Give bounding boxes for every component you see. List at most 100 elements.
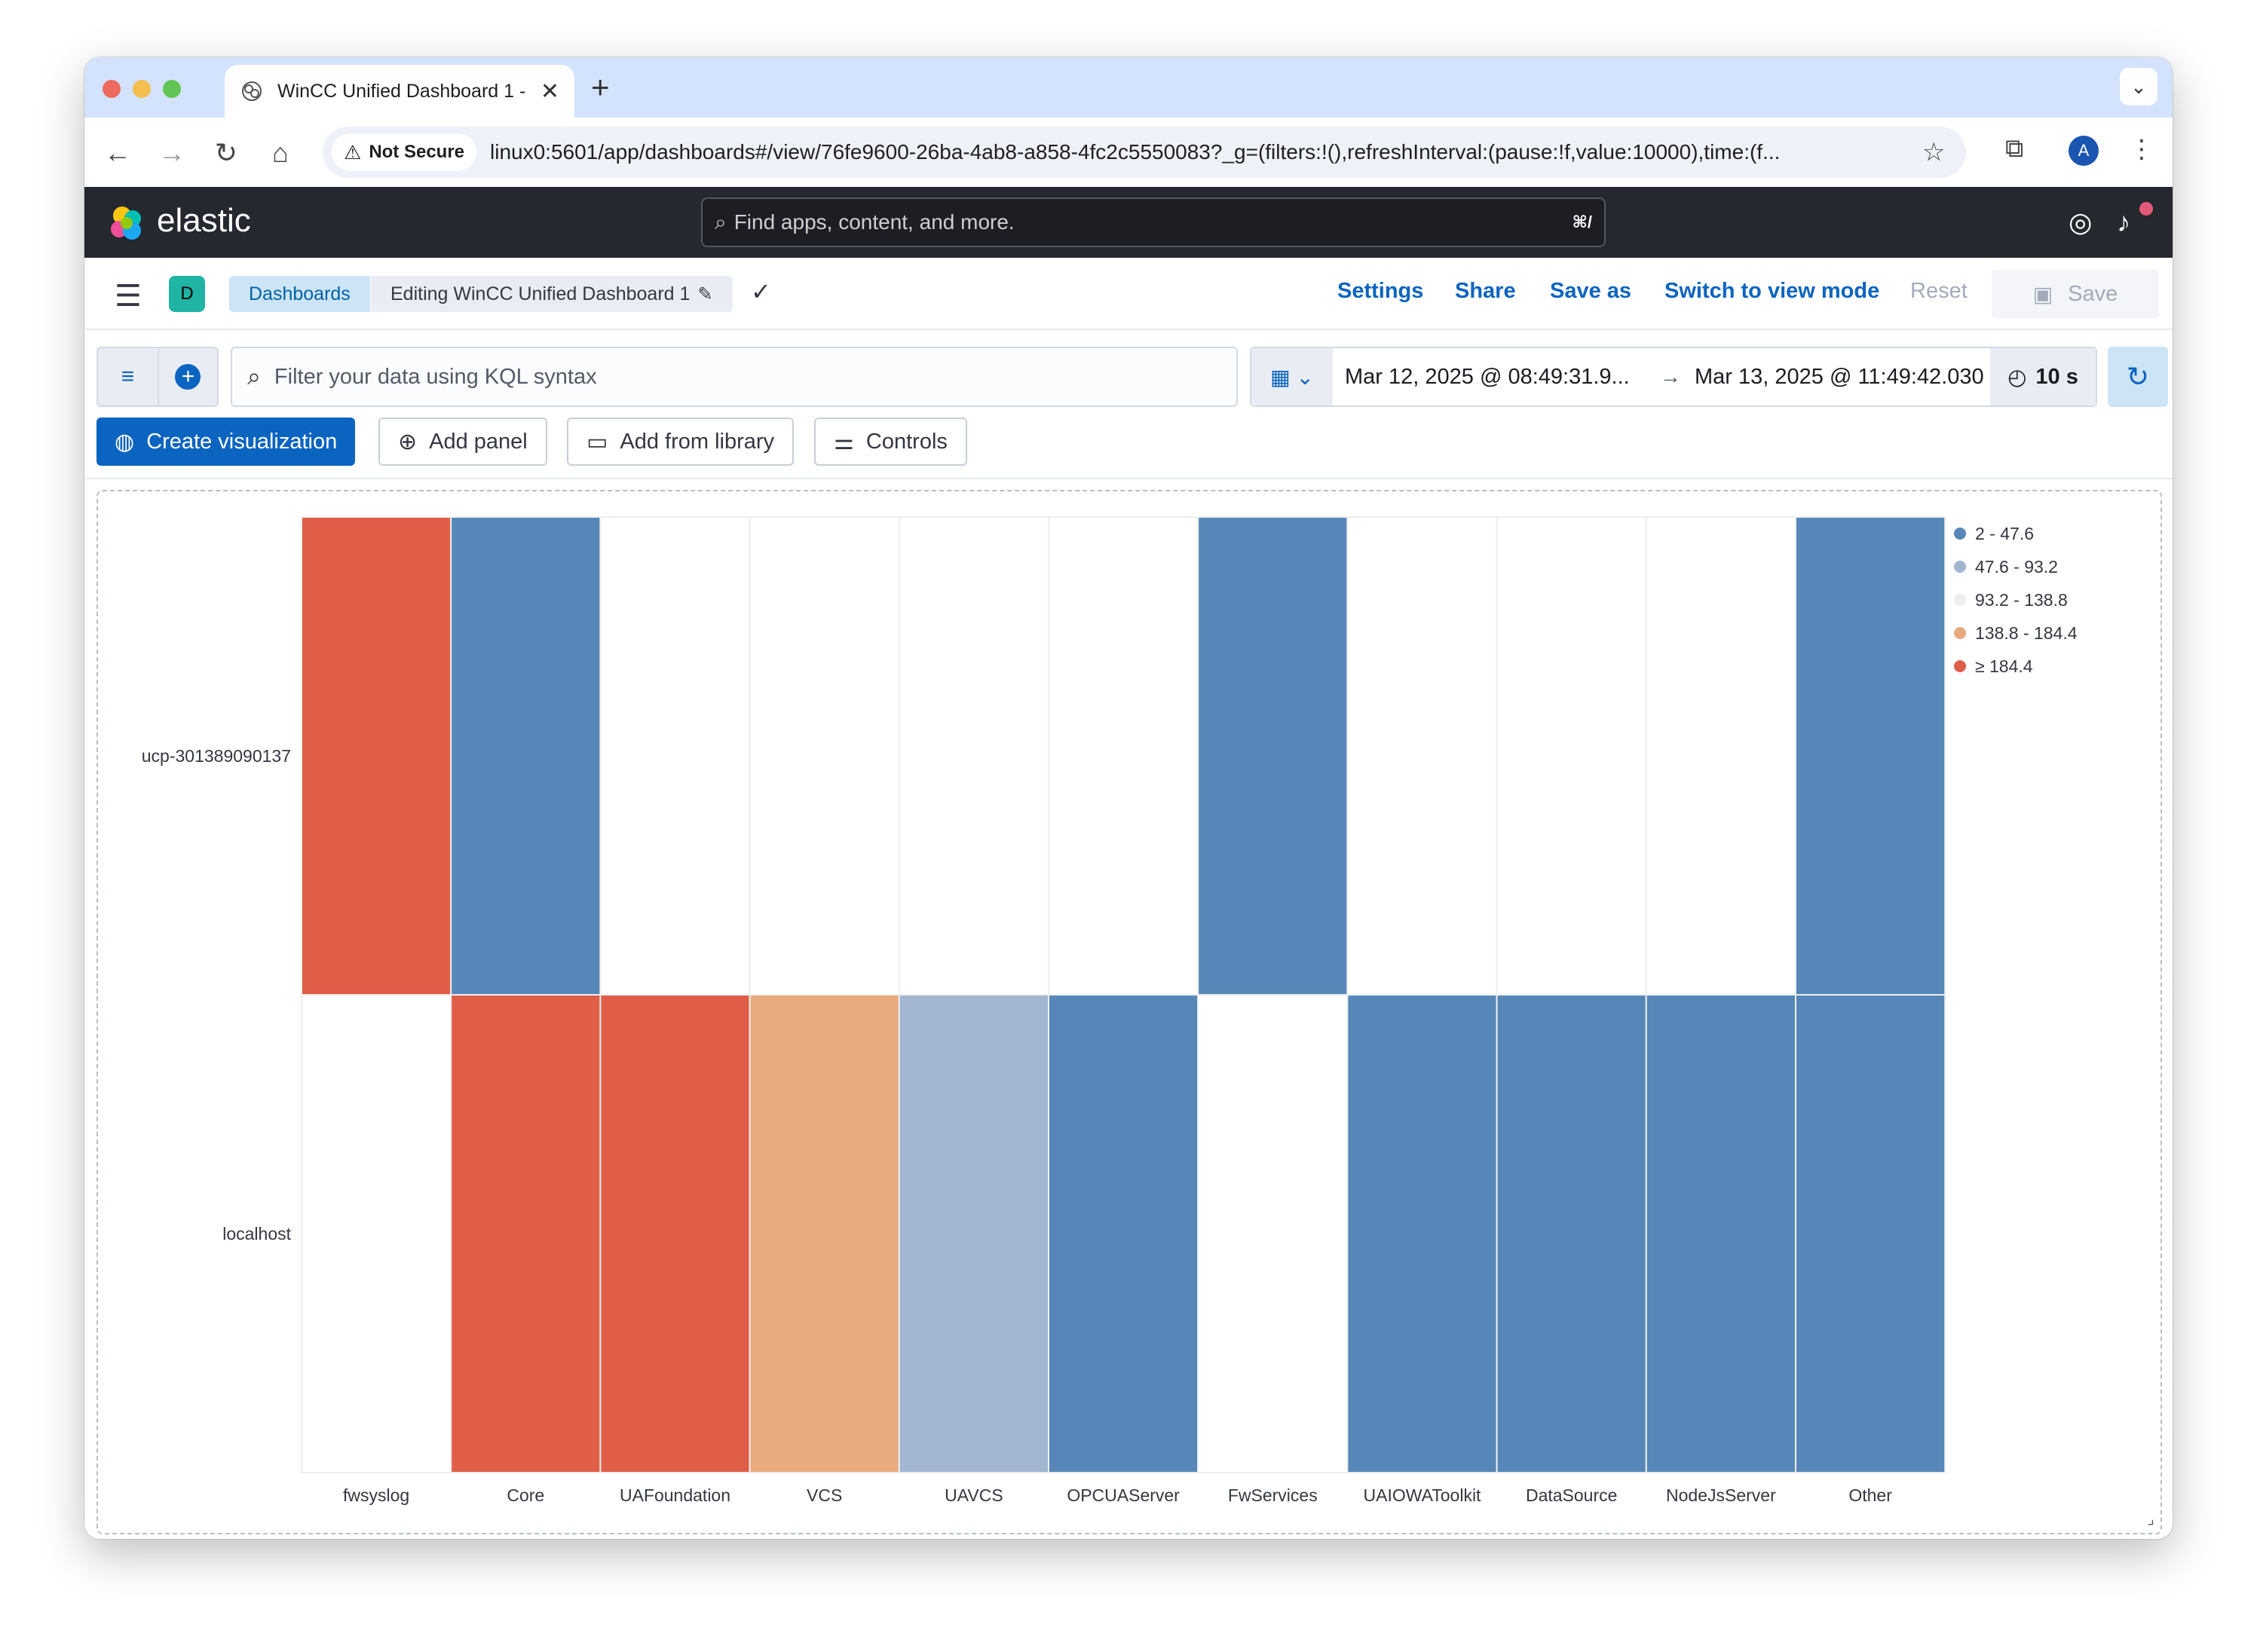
reload-icon[interactable]: ↻: [214, 137, 238, 168]
home-icon[interactable]: ⌂: [272, 137, 289, 168]
address-bar[interactable]: ⚠ Not Secure linux0:5601/app/dashboards#…: [323, 127, 1966, 178]
legend-entry[interactable]: ≥ 184.4: [1975, 656, 2033, 676]
elastic-logo-icon[interactable]: [107, 203, 146, 243]
kql-search-box[interactable]: ⌕: [231, 347, 1238, 407]
global-search[interactable]: ⌕ ⌘/: [701, 197, 1606, 247]
arrow-right-icon: →: [1660, 365, 1681, 388]
refresh-button[interactable]: ↻: [2108, 347, 2168, 407]
search-shortcut: ⌘/: [1572, 213, 1592, 231]
extensions-icon[interactable]: ⧉: [2005, 134, 2024, 163]
heatmap-cell[interactable]: [1197, 516, 1349, 996]
breadcrumb-current[interactable]: Editing WinCC Unified Dashboard 1 ✎: [371, 276, 733, 312]
heatmap-cell[interactable]: [1346, 516, 1498, 996]
heatmap-cell[interactable]: [1197, 994, 1349, 1473]
x-tick-label: OPCUAServer: [1067, 1485, 1180, 1505]
elastic-brand: elastic: [157, 202, 251, 239]
save-button[interactable]: ▣ Save: [1992, 270, 2159, 318]
pencil-icon[interactable]: ✎: [697, 283, 713, 304]
breadcrumb-dashboards[interactable]: Dashboards: [229, 276, 370, 312]
heatmap-cell[interactable]: [1048, 994, 1199, 1473]
heatmap-panel[interactable]: ucp-301389090137 localhost fwsyslog Core UAF…: [96, 490, 2162, 1534]
switch-to-view-mode-link[interactable]: Switch to view mode: [1664, 279, 1880, 303]
not-secure-chip[interactable]: ⚠ Not Secure: [332, 133, 477, 171]
plus-circle-icon: ⊕: [398, 429, 418, 454]
url-text[interactable]: linux0:5601/app/dashboards#/view/76fe960…: [490, 140, 1781, 164]
legend-swatch[interactable]: [1954, 594, 1966, 606]
minimize-window-button[interactable]: [133, 80, 151, 98]
controls-button[interactable]: ⚌ Controls: [814, 418, 967, 466]
space-avatar[interactable]: D: [169, 276, 205, 312]
legend-swatch[interactable]: [1954, 561, 1966, 573]
folder-icon: ▭: [586, 429, 608, 454]
menu-hamburger-icon[interactable]: ☰: [115, 280, 142, 313]
maximize-window-button[interactable]: [163, 80, 181, 98]
elastic-favicon-icon: [242, 81, 262, 101]
create-visualization-button[interactable]: ◍ Create visualization: [96, 418, 356, 466]
notification-badge: [2139, 202, 2153, 216]
legend-swatch[interactable]: [1954, 660, 1966, 672]
add-panel-label: Add panel: [429, 429, 528, 454]
heatmap-cell[interactable]: [898, 516, 1050, 996]
heatmap-cell[interactable]: [1645, 516, 1797, 996]
new-tab-button[interactable]: +: [591, 69, 610, 105]
heatmap-cell[interactable]: [450, 516, 602, 996]
heatmap-cell[interactable]: [898, 994, 1050, 1473]
add-filter-button[interactable]: +: [157, 348, 217, 405]
global-search-input[interactable]: [733, 210, 1573, 234]
calendar-icon[interactable]: ▦ ⌄: [1251, 348, 1333, 405]
close-window-button[interactable]: [103, 80, 121, 98]
forward-arrow-icon[interactable]: →: [158, 137, 185, 168]
legend-entry[interactable]: 2 - 47.6: [1975, 524, 2034, 543]
heatmap-cell[interactable]: [1795, 516, 1946, 996]
x-tick-label: UAFoundation: [620, 1485, 730, 1505]
heatmap-cell[interactable]: [599, 994, 751, 1473]
heatmap-cell[interactable]: [749, 994, 900, 1473]
breadcrumb-bar: ☰ D Dashboards Editing WinCC Unified Das…: [84, 258, 2173, 330]
heatmap-cell[interactable]: [1048, 516, 1199, 996]
heatmap-cell[interactable]: [1346, 994, 1498, 1473]
legend-entry[interactable]: 93.2 - 138.8: [1975, 590, 2068, 610]
time-end[interactable]: Mar 13, 2025 @ 11:49:42.030: [1695, 364, 1984, 389]
add-panel-button[interactable]: ⊕ Add panel: [378, 418, 547, 466]
share-link[interactable]: Share: [1455, 279, 1516, 303]
search-icon: ⌕: [715, 210, 727, 234]
browser-tab[interactable]: WinCC Unified Dashboard 1 - ✕: [225, 65, 574, 118]
not-secure-label: Not Secure: [369, 142, 465, 162]
help-icon[interactable]: ◎: [2069, 206, 2093, 237]
news-feed-icon[interactable]: ♪: [2117, 206, 2130, 237]
browser-menu-icon[interactable]: ⋮: [2129, 135, 2154, 164]
heatmap-cell[interactable]: [1496, 994, 1647, 1473]
create-visualization-label: Create visualization: [146, 429, 338, 454]
browser-toolbar: ← → ↻ ⌂ ⚠ Not Secure linux0:5601/app/das…: [84, 118, 2173, 187]
heatmap-cell[interactable]: [301, 994, 452, 1473]
reset-link[interactable]: Reset: [1910, 279, 1968, 303]
heatmap-cell[interactable]: [1795, 994, 1946, 1473]
tab-search-chevron-icon[interactable]: ⌄: [2120, 68, 2157, 106]
legend-entry[interactable]: 138.8 - 184.4: [1975, 623, 2078, 643]
heatmap-cell[interactable]: [450, 994, 602, 1473]
heatmap-chart: ucp-301389090137 localhost fwsyslog Core UAF…: [142, 516, 2078, 1505]
legend-entry[interactable]: 47.6 - 93.2: [1975, 557, 2058, 577]
save-as-link[interactable]: Save as: [1550, 279, 1632, 303]
time-start[interactable]: Mar 12, 2025 @ 08:49:31.9...: [1345, 364, 1630, 389]
kql-input[interactable]: [274, 364, 1221, 390]
heatmap-cell[interactable]: [1496, 516, 1647, 996]
heatmap-cell[interactable]: [599, 516, 751, 996]
back-arrow-icon[interactable]: ←: [104, 137, 131, 168]
tab-close-icon[interactable]: ✕: [540, 78, 559, 104]
heatmap-cell[interactable]: [301, 516, 452, 996]
legend-swatch[interactable]: [1954, 528, 1966, 540]
checkmark-icon[interactable]: ✓: [751, 278, 771, 305]
settings-link[interactable]: Settings: [1337, 279, 1424, 303]
resize-handle-icon[interactable]: ⌟: [2147, 1511, 2154, 1528]
tab-title: WinCC Unified Dashboard 1 -: [277, 80, 526, 102]
heatmap-cell[interactable]: [1645, 994, 1797, 1473]
heatmap-cell[interactable]: [749, 516, 900, 996]
x-tick-label: FwServices: [1228, 1485, 1318, 1505]
filter-menu-icon[interactable]: ≡: [121, 364, 135, 389]
legend-swatch[interactable]: [1954, 627, 1966, 639]
bookmark-star-icon[interactable]: ☆: [1922, 138, 1946, 167]
profile-avatar[interactable]: A: [2069, 136, 2099, 166]
refresh-interval[interactable]: ◴ 10 s: [1990, 348, 2096, 405]
add-from-library-button[interactable]: ▭ Add from library: [567, 418, 795, 466]
